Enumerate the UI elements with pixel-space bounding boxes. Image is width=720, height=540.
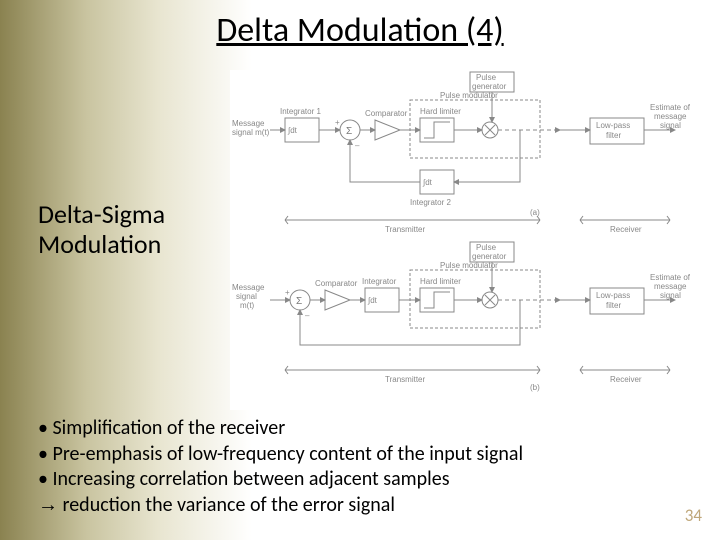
label-pgen-b1: Pulse — [476, 243, 497, 252]
block-diagram: Pulse modulator Message signal m(t) ∫dt … — [230, 70, 690, 410]
tag-b: (b) — [530, 383, 540, 392]
label-lpf-a2: filter — [606, 131, 621, 140]
label-est-a1: Estimate of — [650, 103, 690, 112]
bullet-2: • Pre-emphasis of low-frequency content … — [38, 442, 523, 468]
plus-b: + — [285, 288, 290, 297]
minus-a: – — [355, 141, 360, 150]
label-int1: Integrator 1 — [280, 107, 321, 116]
label-rx-b: Receiver — [610, 375, 642, 384]
label-hardlim-a: Hard limiter — [420, 107, 461, 116]
label-int2: Integrator 2 — [410, 198, 451, 207]
label-est-a2: message — [654, 112, 687, 121]
bullet-list: • Simplification of the receiver • Pre-e… — [38, 416, 523, 518]
label-pgen-a2: generator — [472, 82, 507, 91]
bullet-4: → reduction the variance of the error si… — [38, 493, 523, 519]
label-comparator-b: Comparator — [315, 279, 358, 288]
label-message-b2: signal — [236, 292, 257, 301]
bullet-3: • Increasing correlation between adjacen… — [38, 467, 523, 493]
sigma-a: Σ — [346, 126, 352, 137]
minus-b: – — [305, 311, 310, 320]
arrow-icon: → — [38, 494, 58, 516]
bullet-4-text: reduction the variance of the error sign… — [58, 493, 395, 517]
label-int1-sym: ∫dt — [287, 126, 298, 135]
label-lpf-b2: filter — [606, 301, 621, 310]
label-pgen-b2: generator — [472, 252, 507, 261]
label-message-a1: Message — [232, 119, 265, 128]
label-est-b1: Estimate of — [650, 273, 690, 282]
label-lpf-a1: Low-pass — [596, 121, 630, 130]
label-est-b3: signal — [660, 291, 681, 300]
slide-number: 34 — [685, 505, 702, 526]
bullet-1: • Simplification of the receiver — [38, 416, 523, 442]
plus-a: + — [335, 118, 340, 127]
label-comparator-a: Comparator — [365, 109, 408, 118]
label-hardlim-b: Hard limiter — [420, 277, 461, 286]
label-int2-sym: ∫dt — [422, 178, 433, 187]
label-int-b: Integrator — [362, 277, 397, 286]
diagram-b: Pulse modulator Message signal m(t) Σ + … — [232, 242, 690, 392]
label-lpf-b1: Low-pass — [596, 291, 630, 300]
subtitle-line2: Modulation — [38, 228, 161, 260]
label-message-b3: m(t) — [240, 301, 255, 310]
label-message-a2: signal m(t) — [232, 128, 270, 137]
label-rx-a: Receiver — [610, 225, 642, 234]
slide-title: Delta Modulation (4) — [0, 0, 720, 51]
label-pgen-a1: Pulse — [476, 73, 497, 82]
delta-sigma-diagram-svg: Pulse modulator Message signal m(t) ∫dt … — [230, 70, 690, 410]
subtitle-line1: Delta-Sigma — [38, 198, 165, 230]
label-est-b2: message — [654, 282, 687, 291]
label-tx-b: Transmitter — [385, 375, 425, 384]
diagram-a: Pulse modulator Message signal m(t) ∫dt … — [232, 72, 690, 234]
label-message-b1: Message — [232, 283, 265, 292]
label-tx-a: Transmitter — [385, 225, 425, 234]
tag-a: (a) — [530, 208, 540, 217]
slide-subtitle: Delta-Sigma Modulation — [38, 200, 165, 260]
label-intb-sym: ∫dt — [367, 296, 378, 305]
label-est-a3: signal — [660, 121, 681, 130]
sigma-b: Σ — [296, 296, 302, 307]
